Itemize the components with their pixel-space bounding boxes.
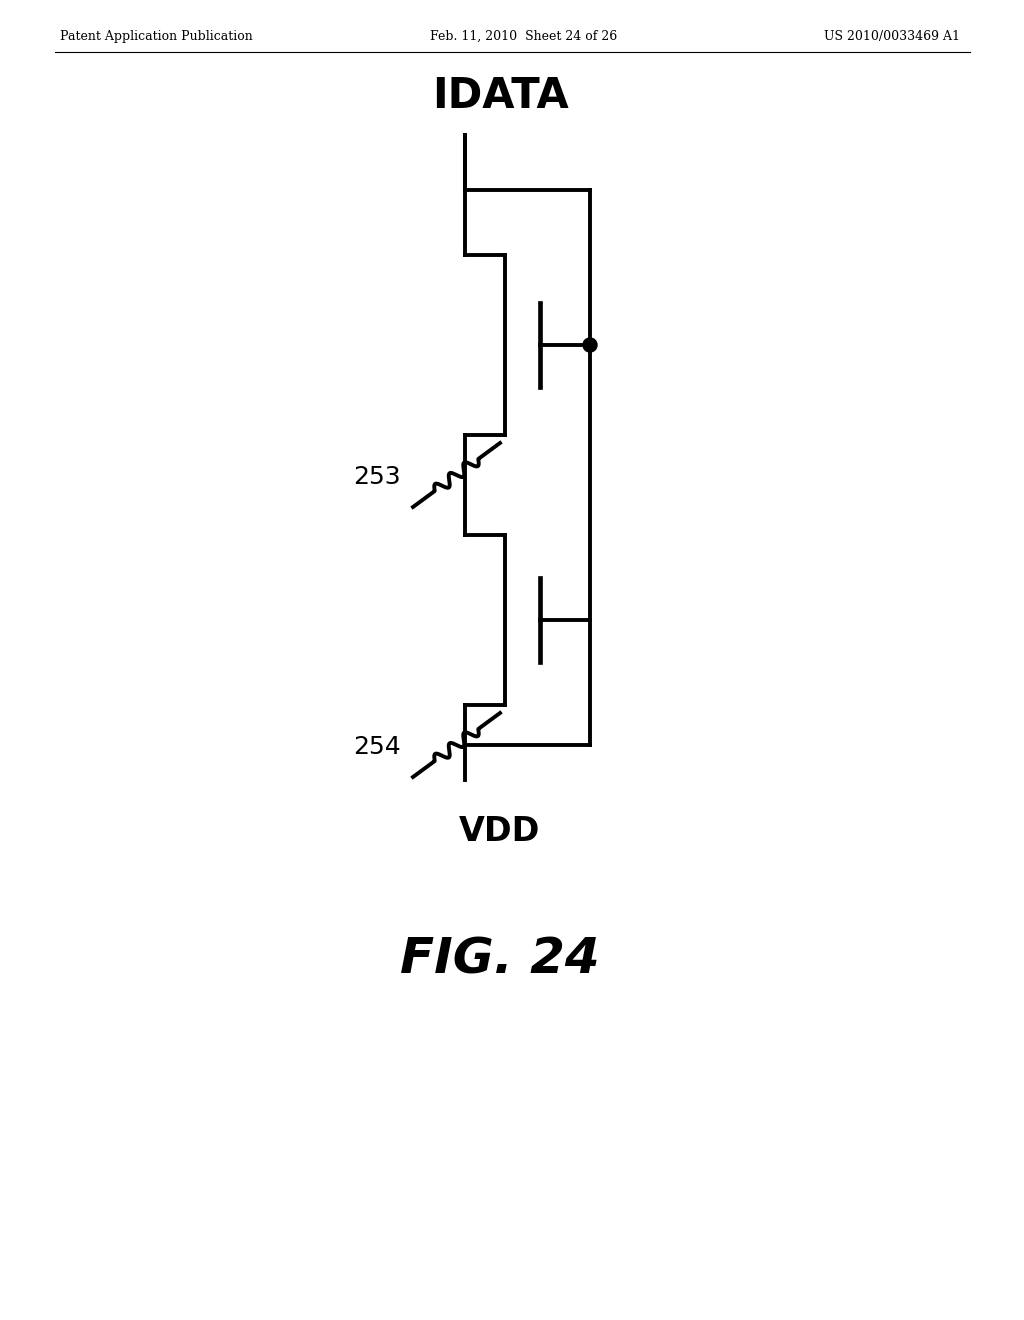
Text: Feb. 11, 2010  Sheet 24 of 26: Feb. 11, 2010 Sheet 24 of 26 [430,30,617,44]
Text: VDD: VDD [460,814,541,847]
Text: 254: 254 [353,735,401,759]
Circle shape [583,338,597,352]
Text: Patent Application Publication: Patent Application Publication [60,30,253,44]
Text: IDATA: IDATA [432,75,568,117]
Text: US 2010/0033469 A1: US 2010/0033469 A1 [824,30,961,44]
Text: FIG. 24: FIG. 24 [400,935,600,983]
Text: 253: 253 [353,465,401,488]
